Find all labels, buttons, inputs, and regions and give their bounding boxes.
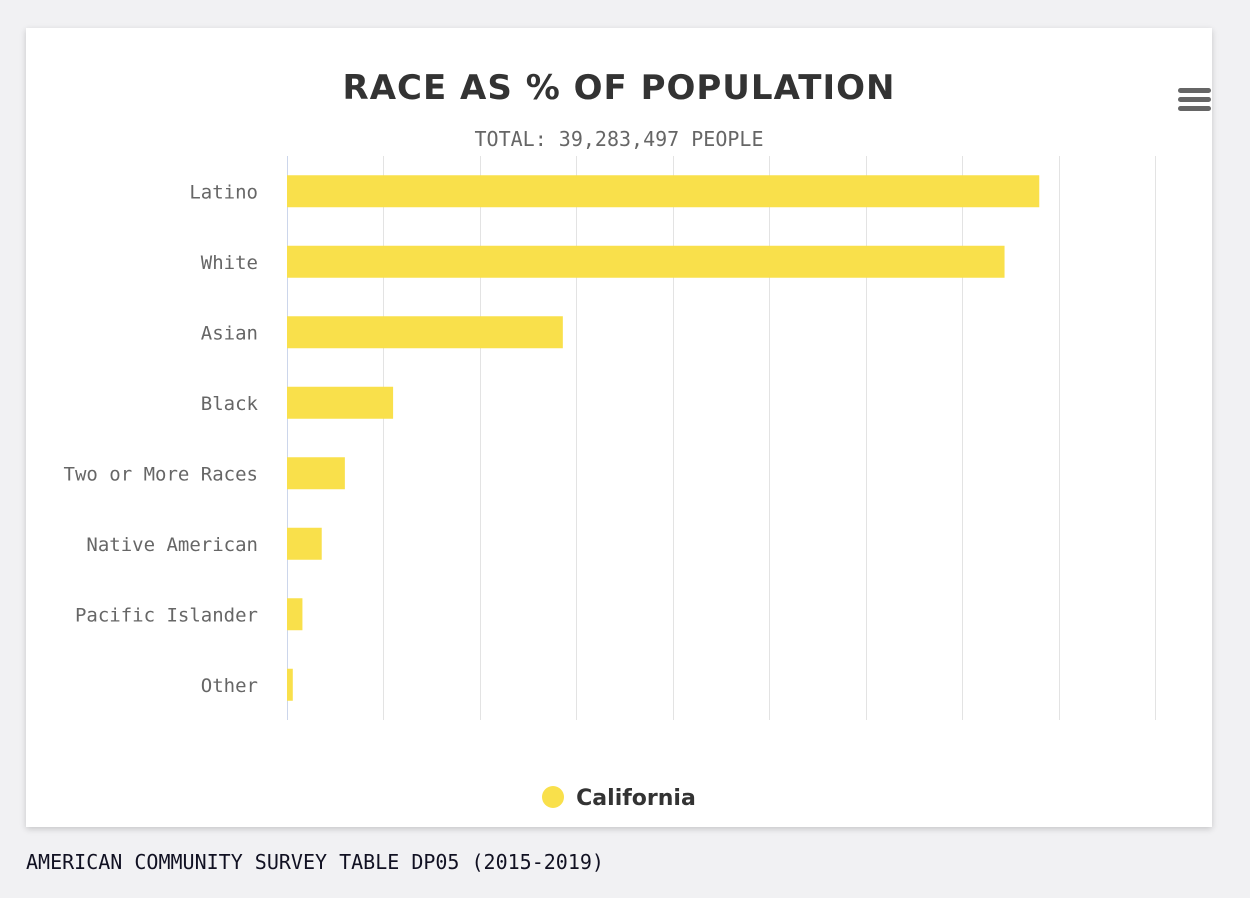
- category-label: Latino: [189, 181, 258, 203]
- source-note: AMERICAN COMMUNITY SURVEY TABLE DP05 (20…: [26, 850, 604, 874]
- category-label: Native American: [86, 534, 258, 556]
- category-label: Two or More Races: [64, 463, 258, 485]
- bar-latino[interactable]: [287, 175, 1040, 208]
- category-label: Asian: [201, 322, 258, 344]
- bar-black[interactable]: [287, 386, 394, 419]
- bar-asian[interactable]: [287, 316, 563, 349]
- chart-card: RACE AS % OF POPULATION TOTAL: 39,283,49…: [26, 28, 1212, 827]
- chart-menu-button[interactable]: [1174, 84, 1214, 116]
- bar-white[interactable]: [287, 245, 1005, 278]
- legend-marker: [542, 786, 565, 808]
- chart-subtitle: TOTAL: 39,283,497 PEOPLE: [474, 127, 764, 151]
- category-label: White: [201, 252, 258, 274]
- category-label: Black: [201, 393, 259, 415]
- bar-native-american[interactable]: [287, 527, 322, 560]
- category-label: Pacific Islander: [75, 604, 258, 626]
- bar-chart: Latino White Asian Black Two or More Races Na…: [64, 156, 1156, 720]
- chart-title: RACE AS % OF POPULATION: [342, 68, 896, 108]
- category-label: Other: [201, 675, 258, 697]
- bar-other[interactable]: [287, 668, 293, 701]
- legend-label: California: [576, 786, 696, 811]
- bar-two-or-more-races[interactable]: [287, 457, 345, 490]
- chart-legend[interactable]: California: [26, 786, 1212, 811]
- bar-pacific-islander[interactable]: [287, 598, 303, 631]
